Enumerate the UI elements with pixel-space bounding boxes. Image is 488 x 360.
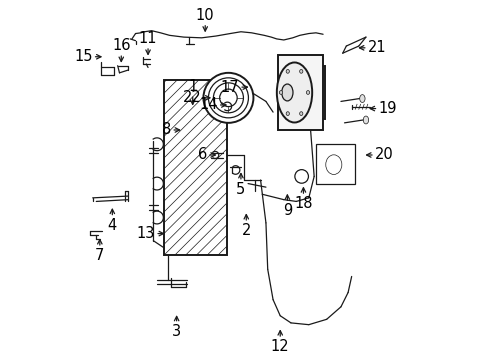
Text: 13: 13 bbox=[137, 226, 155, 241]
Bar bbox=[315, 144, 354, 184]
Text: 10: 10 bbox=[196, 8, 214, 23]
Ellipse shape bbox=[299, 112, 302, 116]
Text: 18: 18 bbox=[294, 196, 312, 211]
Text: 6: 6 bbox=[197, 148, 206, 162]
Text: 5: 5 bbox=[236, 182, 245, 197]
Text: 3: 3 bbox=[172, 324, 181, 339]
Ellipse shape bbox=[306, 91, 309, 94]
Ellipse shape bbox=[359, 95, 365, 103]
Text: 2: 2 bbox=[241, 223, 250, 238]
Text: 21: 21 bbox=[367, 40, 386, 55]
Ellipse shape bbox=[294, 170, 308, 183]
Ellipse shape bbox=[276, 63, 311, 122]
Ellipse shape bbox=[285, 69, 289, 73]
Bar bbox=[297, 66, 325, 119]
Text: 19: 19 bbox=[378, 101, 396, 116]
Text: 12: 12 bbox=[270, 339, 289, 354]
Ellipse shape bbox=[281, 84, 292, 101]
Text: 15: 15 bbox=[74, 49, 93, 64]
Ellipse shape bbox=[285, 112, 289, 116]
Ellipse shape bbox=[203, 73, 253, 123]
Ellipse shape bbox=[299, 69, 302, 73]
Text: 17: 17 bbox=[220, 80, 239, 95]
Text: 1: 1 bbox=[188, 79, 197, 94]
Text: 8: 8 bbox=[162, 122, 171, 138]
Text: 20: 20 bbox=[374, 148, 393, 162]
Text: 7: 7 bbox=[95, 248, 104, 263]
Text: 4: 4 bbox=[107, 217, 117, 233]
Text: 16: 16 bbox=[112, 38, 130, 53]
Bar bbox=[278, 55, 323, 130]
Text: 14: 14 bbox=[199, 98, 217, 112]
Text: 22: 22 bbox=[183, 90, 201, 105]
Text: 9: 9 bbox=[282, 203, 291, 218]
Text: 11: 11 bbox=[139, 31, 157, 46]
Ellipse shape bbox=[279, 91, 282, 94]
Bar bbox=[164, 80, 226, 255]
Ellipse shape bbox=[363, 116, 368, 124]
